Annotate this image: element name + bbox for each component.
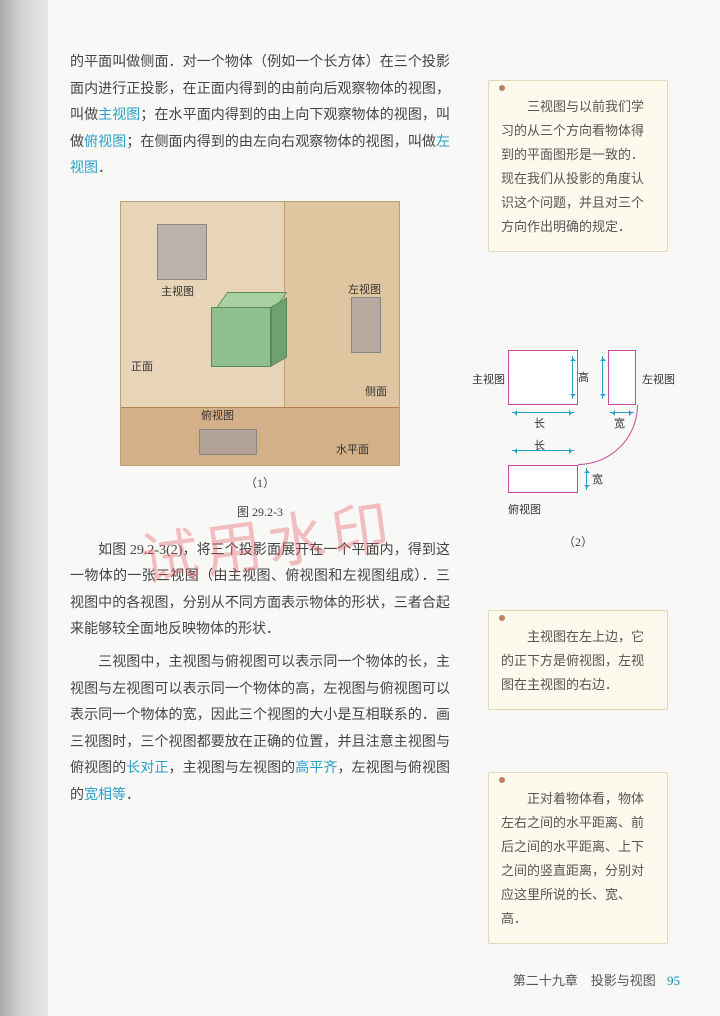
lbl2d-main: 主视图	[472, 370, 505, 391]
sidenote-2: 主视图在左上边，它的正下方是俯视图，左视图在主视图的右边．	[488, 610, 668, 710]
page-content: 的平面叫做侧面．对一个物体（例如一个长方体）在三个投影面内进行正投影，在正面内得…	[70, 50, 685, 810]
sidenote-1: 三视图与以前我们学习的从三个方向看物体得到的平面图形是一致的．现在我们从投影的角…	[488, 80, 668, 252]
paragraph-3: 三视图中，主视图与俯视图可以表示同一个物体的长，主视图与左视图可以表示同一个物体…	[70, 650, 450, 810]
dimlbl-h: 高	[578, 368, 589, 389]
figure-2d: 主视图 左视图 俯视图 高 长 长 宽 宽 （2）	[478, 350, 678, 570]
dim-height-2	[602, 356, 603, 399]
lbl-horiz-plane: 水平面	[336, 440, 369, 461]
chapter-label: 第二十九章 投影与视图	[513, 973, 656, 988]
p3-seg2: ，主视图与左视图的	[169, 761, 296, 776]
page-footer: 第二十九章 投影与视图 95	[513, 969, 680, 994]
dimlbl-w1: 宽	[614, 414, 625, 435]
fig2d-subcaption: （2）	[478, 531, 678, 554]
lbl-main-view: 主视图	[161, 282, 194, 303]
dim-height-1	[572, 356, 573, 399]
lbl2d-side: 左视图	[642, 370, 675, 391]
sidenote-1-text: 三视图与以前我们学习的从三个方向看物体得到的平面图形是一致的．现在我们从投影的角…	[501, 99, 644, 234]
proj-bottom	[199, 429, 257, 455]
paragraph-1: 的平面叫做侧面．对一个物体（例如一个长方体）在三个投影面内进行正投影，在正面内得…	[70, 50, 450, 183]
unfold-arc	[578, 405, 638, 465]
term-main-view: 主视图	[98, 108, 140, 123]
page-number: 95	[667, 973, 680, 988]
fig3d-subcaption: （1）	[70, 472, 450, 495]
dimlbl-w2: 宽	[592, 470, 603, 491]
figure-3d: 主视图 左视图 俯视图 正面 侧面 水平面	[120, 201, 400, 466]
sidenote-2-text: 主视图在左上边，它的正下方是俯视图，左视图在主视图的右边．	[501, 629, 644, 692]
sidenote-3: 正对着物体看，物体左右之间的水平距离、前后之间的水平距离、上下之间的竖直距离，分…	[488, 772, 668, 944]
dimlbl-l2: 长	[534, 436, 545, 457]
p3-seg4: ．	[126, 788, 140, 803]
paragraph-2: 如图 29.2-3(2)，将三个投影面展开在一个平面内，得到这一物体的一张三视图…	[70, 538, 450, 644]
term-length-align: 长对正	[126, 761, 168, 776]
proj-front	[157, 224, 207, 280]
dimlbl-l1: 长	[534, 414, 545, 435]
box-main-view	[508, 350, 578, 405]
p1-seg3: ；在侧面内得到的由左向右观察物体的视图，叫做	[126, 135, 436, 150]
figure-3d-wrap: 主视图 左视图 俯视图 正面 侧面 水平面 （1） 图 29.2-3	[70, 201, 450, 524]
lbl-top-view: 俯视图	[201, 406, 234, 427]
figure-caption: 图 29.2-3	[70, 501, 450, 524]
box-top-view	[508, 465, 578, 493]
lbl-side-plane: 侧面	[365, 382, 387, 403]
term-top-view: 俯视图	[84, 135, 126, 150]
page-spine	[0, 0, 48, 1016]
box-left-view	[608, 350, 636, 405]
cube-front-face	[211, 307, 271, 367]
dim-length-1	[512, 412, 574, 413]
p1-seg4: ．	[98, 161, 112, 176]
term-height-align: 高平齐	[295, 761, 337, 776]
cube-side-face	[271, 297, 287, 366]
sidenote-3-text: 正对着物体看，物体左右之间的水平距离、前后之间的水平距离、上下之间的竖直距离，分…	[501, 791, 644, 926]
proj-side	[351, 297, 381, 353]
dim-width-2	[586, 468, 587, 490]
lbl-front-plane: 正面	[131, 357, 153, 378]
p3-seg1: 三视图中，主视图与俯视图可以表示同一个物体的长，主视图与左视图可以表示同一个物体…	[70, 655, 450, 776]
lbl-left-view: 左视图	[348, 280, 381, 301]
lbl2d-top: 俯视图	[508, 500, 541, 521]
term-width-equal: 宽相等	[84, 788, 126, 803]
